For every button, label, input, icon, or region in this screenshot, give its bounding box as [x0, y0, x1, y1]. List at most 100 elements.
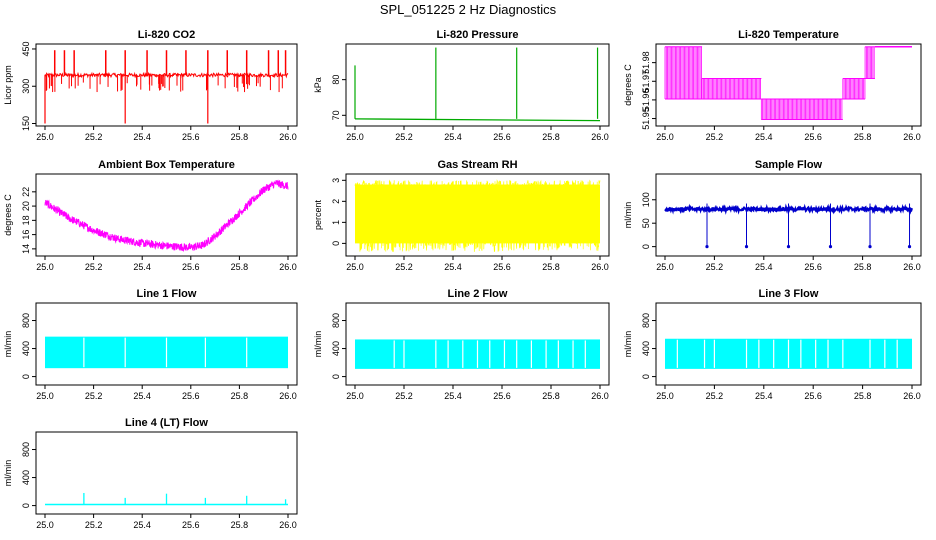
line4-ytick-label: 400 [21, 470, 31, 485]
sampleflow-dip-point [868, 245, 872, 249]
pressure-title: Li-820 Pressure [437, 29, 519, 41]
line2-ylabel: ml/min [313, 331, 323, 358]
line2-xtick-label: 25.0 [346, 391, 364, 401]
co2-xtick-label: 25.8 [231, 132, 249, 142]
line1-frame [35, 302, 298, 386]
pressure-ylabel: kPa [313, 77, 323, 93]
sampleflow-xtick-label: 25.6 [804, 262, 822, 272]
rh-xtick-label: 25.6 [493, 262, 511, 272]
ambient-ytick-label: 20 [21, 201, 31, 211]
temperature-ytick-label: 51.96 [641, 89, 651, 112]
line2-frame [345, 302, 610, 386]
rh-band [355, 184, 600, 244]
line3-ytick-label: 0 [641, 374, 651, 379]
line4-ylabel: ml/min [3, 460, 13, 487]
line3-xtick-label: 25.0 [656, 391, 674, 401]
rh-ytick-label: 2 [331, 199, 341, 204]
temperature-frame [655, 43, 922, 127]
rh-series [354, 179, 601, 252]
pressure-xtick-label: 25.4 [444, 132, 462, 142]
sampleflow-ylabel: ml/min [623, 202, 633, 229]
ambient-ytick-label: 16 [21, 230, 31, 240]
co2-title: Li-820 CO2 [138, 29, 195, 41]
sampleflow-xtick-label: 25.0 [656, 262, 674, 272]
co2-xtick-label: 25.2 [85, 132, 103, 142]
line3-xtick-label: 26.0 [903, 391, 921, 401]
pressure-xtick-label: 25.6 [493, 132, 511, 142]
rh-xtick-label: 25.0 [346, 262, 364, 272]
line4-ytick-label: 800 [21, 442, 31, 457]
temperature-xtick-label: 25.4 [755, 132, 773, 142]
line3-xtick-label: 25.6 [804, 391, 822, 401]
line1-xtick-label: 25.6 [182, 391, 200, 401]
line2-xtick-label: 25.8 [542, 391, 560, 401]
line1-ytick-label: 800 [21, 313, 31, 328]
line1-xtick-label: 25.4 [133, 391, 151, 401]
pressure-xtick-label: 25.2 [395, 132, 413, 142]
ambient-frame [35, 173, 298, 257]
line1-ytick-label: 400 [21, 341, 31, 356]
co2-xtick-label: 25.4 [133, 132, 151, 142]
line4-xtick-label: 26.0 [279, 520, 297, 530]
pressure-ytick-label: 70 [331, 110, 341, 120]
rh-xtick-label: 26.0 [591, 262, 609, 272]
line4-ytick-label: 0 [21, 503, 31, 508]
co2-xtick-label: 25.6 [182, 132, 200, 142]
temperature-xtick-label: 25.6 [804, 132, 822, 142]
rh-title: Gas Stream RH [437, 159, 517, 171]
line2-xtick-label: 25.4 [444, 391, 462, 401]
line4-xtick-label: 25.0 [36, 520, 54, 530]
line1-xtick-label: 25.0 [36, 391, 54, 401]
ambient-ytick-label: 14 [21, 244, 31, 254]
temperature-xtick-label: 26.0 [903, 132, 921, 142]
sampleflow-ytick-label: 100 [641, 192, 651, 207]
line2-xtick-label: 26.0 [591, 391, 609, 401]
sampleflow-xtick-label: 25.4 [755, 262, 773, 272]
sampleflow-title: Sample Flow [755, 159, 823, 171]
line3-xtick-label: 25.4 [755, 391, 773, 401]
sampleflow-dip-point [786, 245, 791, 249]
temperature-ytick-label: 51.97 [641, 70, 651, 93]
rh-xtick-label: 25.2 [395, 262, 413, 272]
co2-ytick-label: 300 [21, 79, 31, 94]
sampleflow-xtick-label: 26.0 [903, 262, 921, 272]
temperature-xtick-label: 25.2 [706, 132, 724, 142]
line4-title: Line 4 (LT) Flow [125, 417, 208, 429]
co2-ylabel: Licor ppm [3, 65, 13, 105]
temperature-ylabel: degrees C [623, 64, 633, 106]
figure-title: SPL_051225 2 Hz Diagnostics [379, 2, 557, 17]
line2-xtick-label: 25.2 [395, 391, 413, 401]
line4-frame [35, 431, 298, 515]
line3-xtick-label: 25.2 [706, 391, 724, 401]
rh-xtick-label: 25.4 [444, 262, 462, 272]
pressure-frame [345, 43, 610, 127]
sampleflow-frame [655, 173, 922, 257]
ambient-xtick-label: 25.4 [133, 262, 151, 272]
line2-xtick-label: 25.6 [493, 391, 511, 401]
pressure-xtick-label: 25.8 [542, 132, 560, 142]
line1-title: Line 1 Flow [137, 288, 197, 300]
co2-ytick-label: 450 [21, 41, 31, 56]
co2-ytick-label: 150 [21, 116, 31, 131]
line1-xtick-label: 26.0 [279, 391, 297, 401]
ambient-ytick-label: 18 [21, 215, 31, 225]
line3-title: Line 3 Flow [759, 288, 819, 300]
sampleflow-dip-point [744, 245, 749, 249]
temperature-ytick-label: 51.98 [641, 51, 651, 74]
temperature-xtick-label: 25.8 [854, 132, 872, 142]
line3-frame [655, 302, 922, 386]
sampleflow-ytick-label: 50 [641, 218, 651, 228]
sampleflow-xtick-label: 25.2 [706, 262, 724, 272]
rh-ytick-label: 3 [331, 178, 341, 183]
ambient-ylabel: degrees C [3, 194, 13, 236]
line4-xtick-label: 25.8 [231, 520, 249, 530]
rh-frame [345, 173, 610, 257]
line3-xtick-label: 25.8 [854, 391, 872, 401]
pressure-xtick-label: 25.0 [346, 132, 364, 142]
sampleflow-dip-point [907, 245, 912, 249]
ambient-xtick-label: 25.6 [182, 262, 200, 272]
line1-ylabel: ml/min [3, 331, 13, 358]
ambient-ytick-label: 22 [21, 187, 31, 197]
ambient-xtick-label: 25.8 [231, 262, 249, 272]
ambient-series [44, 179, 289, 253]
